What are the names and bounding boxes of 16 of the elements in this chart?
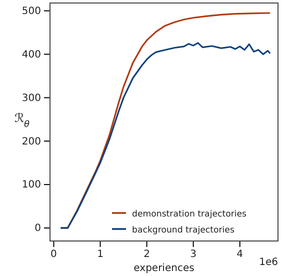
y-tick-label: 200 bbox=[22, 136, 41, 148]
y-tick-label: 0 bbox=[34, 223, 41, 234]
y-tick-label: 500 bbox=[22, 6, 41, 18]
text: 1e6 bbox=[259, 257, 278, 268]
x-tick-label: 2 bbox=[144, 249, 150, 260]
x-axis-title: experiences bbox=[134, 263, 194, 274]
y-axis-title: ℛ$_{θ}$ bbox=[14, 111, 30, 130]
y-tick-label: 300 bbox=[22, 92, 41, 104]
legend-label: background trajectories bbox=[132, 226, 235, 236]
legend-label: demonstration trajectories bbox=[132, 210, 248, 220]
y-tick-label: 400 bbox=[22, 49, 41, 60]
x-tick-label: 0 bbox=[50, 249, 57, 260]
y-tick-label: 100 bbox=[22, 180, 41, 191]
x-tick-label: 1 bbox=[97, 249, 104, 260]
x-tick-label: 3 bbox=[190, 249, 196, 260]
x-tick-label: 4 bbox=[236, 249, 244, 260]
